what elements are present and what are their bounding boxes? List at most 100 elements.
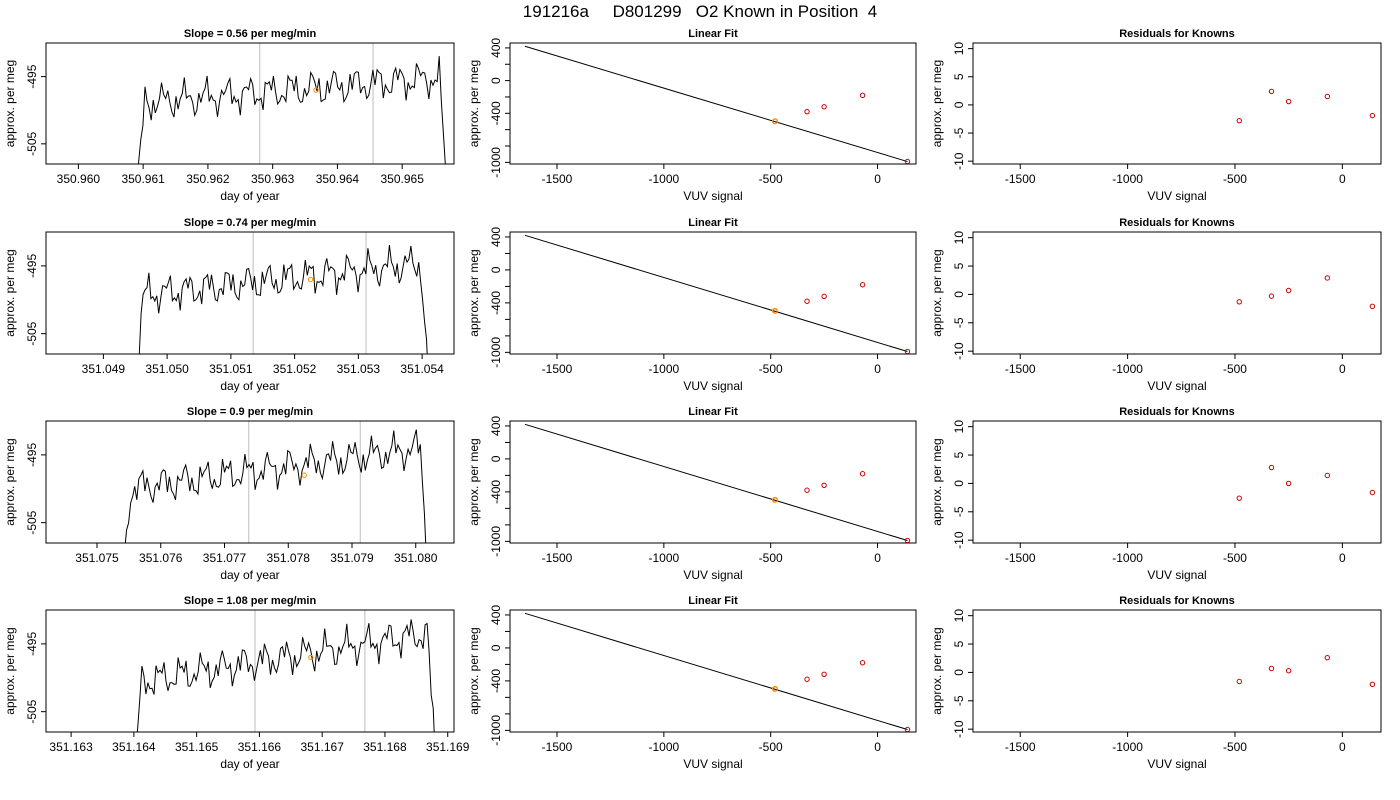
residual-point [1268,88,1275,95]
x-tick-label: -1000 [649,172,680,186]
x-tick-label: 350.964 [316,172,360,186]
residual-point [1369,681,1376,688]
y-tick-label: 5 [952,451,966,458]
x-tick-label: 351.077 [203,551,247,565]
x-tick-label: 351.076 [139,551,183,565]
data-trace [138,56,446,164]
panel-title: Slope = 0.56 per meg/min [184,28,317,40]
panel-title: Residuals for Knowns [1119,217,1235,229]
x-tick-label: -1000 [1112,551,1143,565]
x-tick-label: -500 [759,740,783,754]
residual-point [1268,293,1275,299]
x-axis-label: VUV signal [1147,189,1206,203]
fit-line [524,45,908,163]
current-marker [307,276,314,283]
y-tick-label: 400 [489,416,503,436]
plot-area [138,232,428,354]
x-tick-label: 351.053 [337,362,381,376]
y-tick-label: 0 [952,291,966,298]
x-tick-label: 351.050 [145,362,189,376]
x-tick-label: 350.965 [380,172,424,186]
highlight-point [771,496,778,503]
x-tick-label: 351.164 [112,740,156,754]
y-tick-label: 5 [952,262,966,269]
residual-point [1324,275,1331,281]
y-tick-label: 0 [489,266,503,273]
panel-title: Residuals for Knowns [1119,28,1235,40]
panel-title: Linear Fit [688,595,738,607]
data-point [821,293,827,299]
x-tick-label: 0 [874,551,881,565]
data-point [804,676,810,682]
plot-area [1236,275,1376,310]
residual-point [1285,480,1292,487]
plot-area [124,421,427,543]
y-tick-label: -495 [25,632,39,656]
x-axis-label: day of year [220,189,279,203]
y-tick-label: -505 [25,132,39,156]
y-tick-label: -495 [25,443,39,467]
plot-area [524,234,911,354]
y-tick-label: -5 [952,127,966,138]
residual-point [1268,464,1275,471]
data-point [804,108,810,115]
x-tick-label: -1500 [542,362,573,376]
y-axis-label: approx. per meg [467,60,481,147]
y-axis-label: approx. per meg [467,249,481,336]
x-tick-label: 0 [874,172,881,186]
y-tick-label: -505 [25,321,39,345]
y-tick-label: 400 [489,605,503,625]
panel-title: Linear Fit [688,217,738,229]
highlight-point [771,307,778,314]
y-tick-label: -495 [25,254,39,278]
plot-area [1236,654,1376,688]
y-axis-label: approx. per meg [467,627,481,714]
data-point [804,298,810,304]
x-tick-label: -500 [759,551,783,565]
y-axis-label: approx. per meg [930,60,944,147]
y-tick-label: 0 [489,77,503,84]
x-tick-label: -500 [1223,172,1247,186]
panel-title: Residuals for Knowns [1119,406,1235,418]
y-tick-label: -10 [952,342,966,360]
x-tick-label: 351.051 [209,362,253,376]
x-tick-label: 0 [1339,362,1346,376]
x-tick-label: 351.163 [49,740,93,754]
plot-area [1236,88,1376,124]
y-tick-label: 10 [952,42,966,56]
x-tick-label: 351.169 [426,740,470,754]
y-tick-label: -1000 [489,526,503,557]
x-tick-label: -1000 [649,362,680,376]
data-trace [138,245,428,354]
x-tick-label: 351.078 [267,551,311,565]
y-tick-label: -5 [952,506,966,517]
y-axis-label: approx. per meg [3,249,17,336]
panel-r2-c2: Linear Fit VUV signal approx. per meg -1500… [467,217,917,393]
y-tick-label: -495 [25,64,39,88]
y-tick-label: 0 [952,101,966,108]
y-axis-label: approx. per meg [930,627,944,714]
data-trace [124,429,427,543]
residual-point [1285,287,1292,294]
panel-title: Linear Fit [688,406,738,418]
y-tick-label: -5 [952,317,966,328]
data-point [859,471,866,477]
residual-point [1236,495,1242,501]
x-axis-label: VUV signal [683,757,742,771]
y-tick-label: -400 [489,291,503,315]
x-tick-label: -500 [1223,740,1247,754]
y-axis-label: approx. per meg [930,249,944,336]
x-axis-label: day of year [220,379,279,393]
x-tick-label: -1500 [542,551,573,565]
x-tick-label: 351.168 [363,740,407,754]
residual-point [1324,472,1331,479]
plot-frame [45,231,455,355]
plot-area [524,423,911,543]
x-tick-label: 351.049 [82,362,126,376]
x-tick-label: 351.080 [394,551,438,565]
x-tick-label: 351.165 [175,740,219,754]
panel-r2-c3: Residuals for Knowns VUV signal approx. pe… [930,217,1382,393]
residual-point [1285,668,1292,674]
x-tick-label: -1000 [1112,740,1143,754]
highlight-point [771,118,778,125]
